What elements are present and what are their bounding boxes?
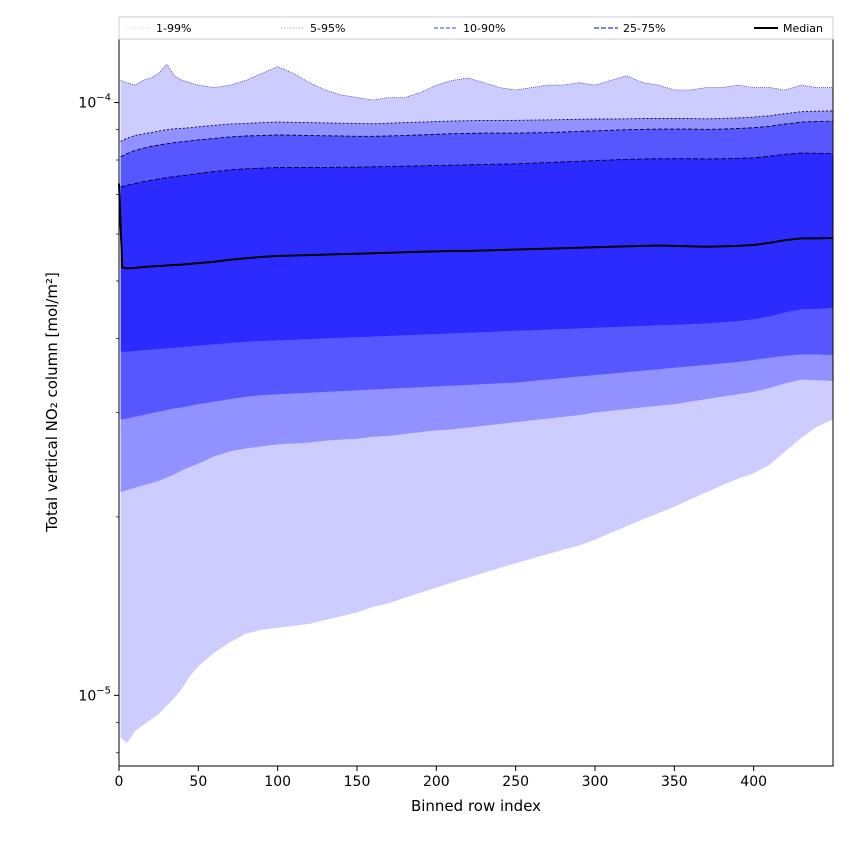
x-tick-label: 50 — [189, 774, 207, 790]
band-upper-edge-1 — [120, 110, 834, 142]
band-upper-edge-0 — [120, 63, 833, 101]
x-axis: 0 50 100 150 200 250 300 350 400 — [115, 766, 767, 790]
band-edge-lines — [120, 63, 834, 188]
x-tick-label: 300 — [582, 774, 609, 790]
band-3 — [120, 153, 834, 352]
y-tick-base: 10 — [78, 688, 96, 704]
y-tick-exponent: −5 — [96, 685, 111, 696]
legend-label: 25-75% — [623, 22, 665, 35]
legend-label: 1-99% — [156, 22, 191, 35]
legend-box — [118, 16, 834, 40]
y-tick-base: 10 — [78, 96, 96, 112]
legend-label: 5-95% — [310, 22, 345, 35]
y-axis-label: Total vertical NO₂ column [mol/m²] — [43, 272, 61, 533]
median-layer — [118, 183, 834, 270]
legend-label: Median — [783, 22, 823, 35]
y-tick-label: 10−4 — [78, 93, 111, 112]
band-upper-edge-2 — [120, 120, 834, 158]
x-tick-label: 350 — [661, 774, 688, 790]
y-tick-label: 10−5 — [78, 685, 111, 704]
band-upper-edge-3 — [120, 152, 834, 188]
legend-label: 10-90% — [463, 22, 505, 35]
x-tick-label: 400 — [740, 774, 767, 790]
x-axis-label: Binned row index — [411, 797, 541, 815]
x-tick-label: 250 — [502, 774, 529, 790]
x-tick-label: 150 — [344, 774, 371, 790]
legend: 1-99% 5-95% 10-90% 25-75% Median — [118, 16, 834, 40]
x-tick-label: 200 — [423, 774, 450, 790]
y-tick-exponent: −4 — [96, 93, 111, 104]
y-axis: 10−510−4 — [78, 93, 119, 754]
bands-layer — [120, 64, 834, 744]
x-tick-label: 100 — [264, 774, 291, 790]
median-line — [118, 183, 834, 270]
x-tick-label: 0 — [115, 774, 124, 790]
